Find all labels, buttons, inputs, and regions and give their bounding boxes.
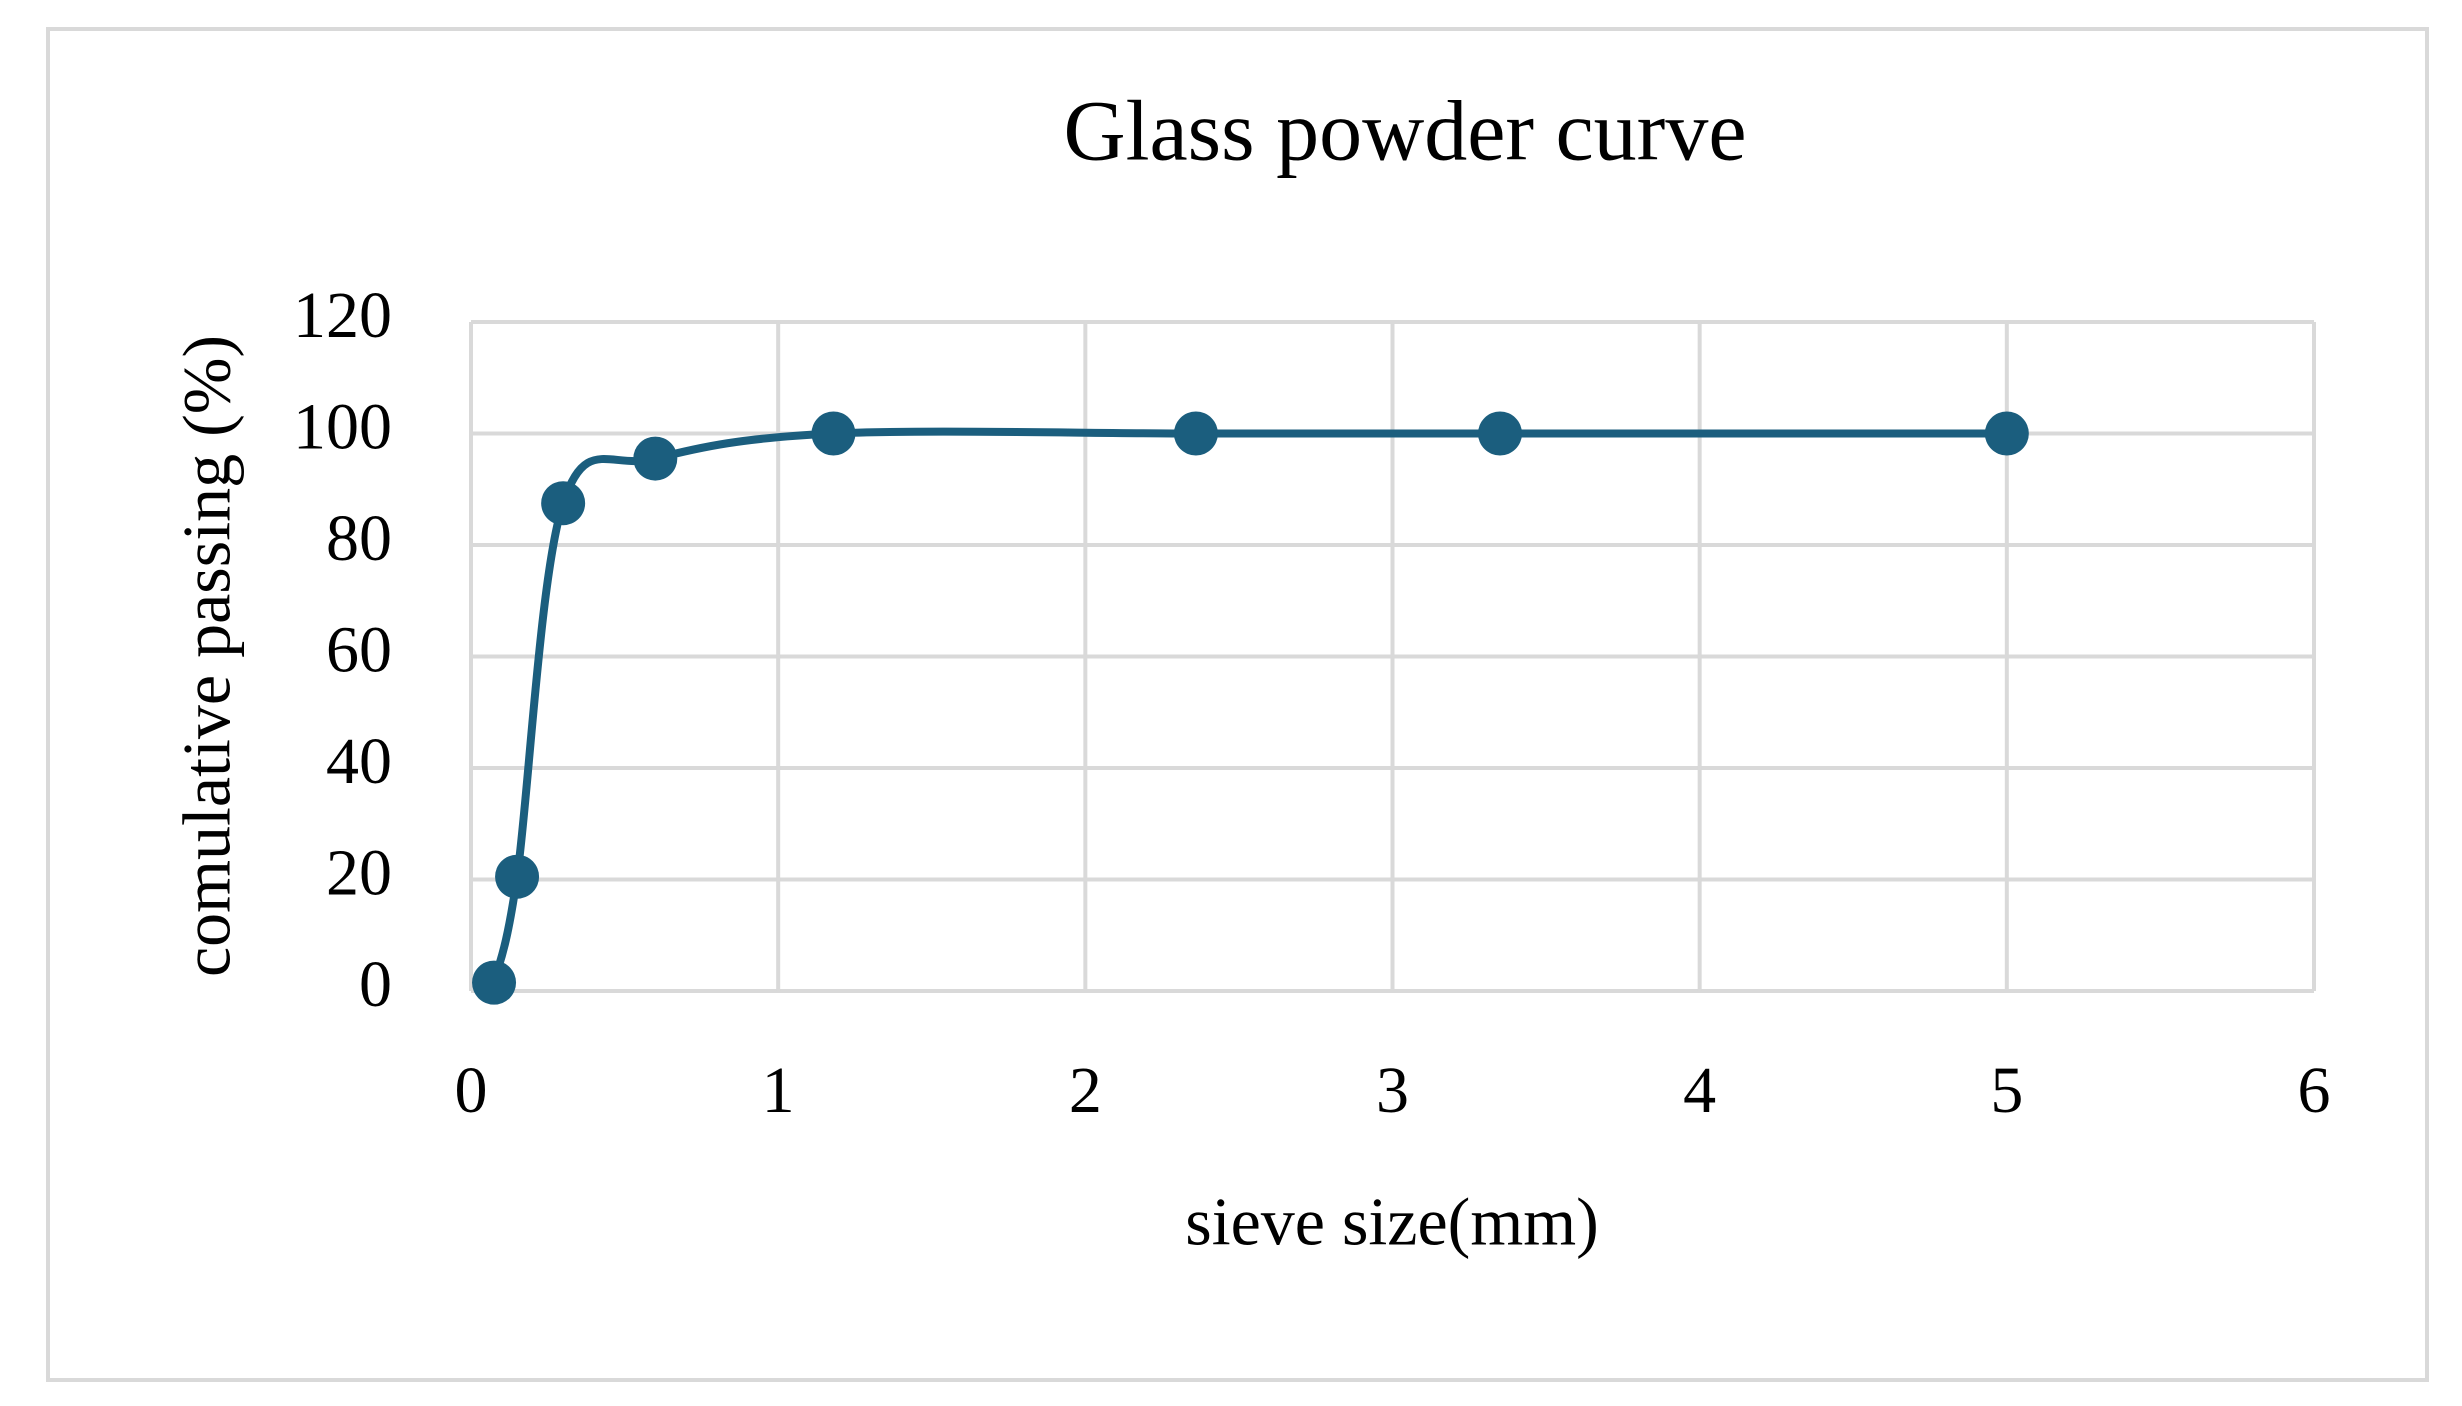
x-tick-label: 0 [455,1054,488,1127]
x-tick-label: 5 [1990,1054,2023,1127]
x-tick-label: 1 [762,1054,795,1127]
chart-frame [46,27,2429,1382]
data-point [1173,411,1218,456]
data-point [472,960,517,1005]
x-axis-label: sieve size(mm) [1185,1184,1599,1260]
data-point [495,854,540,899]
data-point [1984,411,2029,456]
data-point [811,411,856,456]
chart-title: Glass powder curve [1063,83,1746,179]
data-point [541,481,586,526]
data-point [1478,411,1523,456]
y-tick-label: 60 [326,614,392,687]
y-tick-label: 120 [293,279,392,352]
x-tick-label: 3 [1376,1054,1409,1127]
x-tick-label: 2 [1069,1054,1102,1127]
y-axis-label: comulative passing (%) [169,335,245,977]
x-tick-label: 4 [1683,1054,1716,1127]
y-tick-label: 100 [293,391,392,464]
y-tick-label: 0 [359,948,392,1021]
data-point [633,436,678,481]
y-tick-label: 40 [326,725,392,798]
y-tick-label: 80 [326,502,392,575]
y-tick-label: 20 [326,837,392,910]
x-tick-label: 6 [2298,1054,2331,1127]
